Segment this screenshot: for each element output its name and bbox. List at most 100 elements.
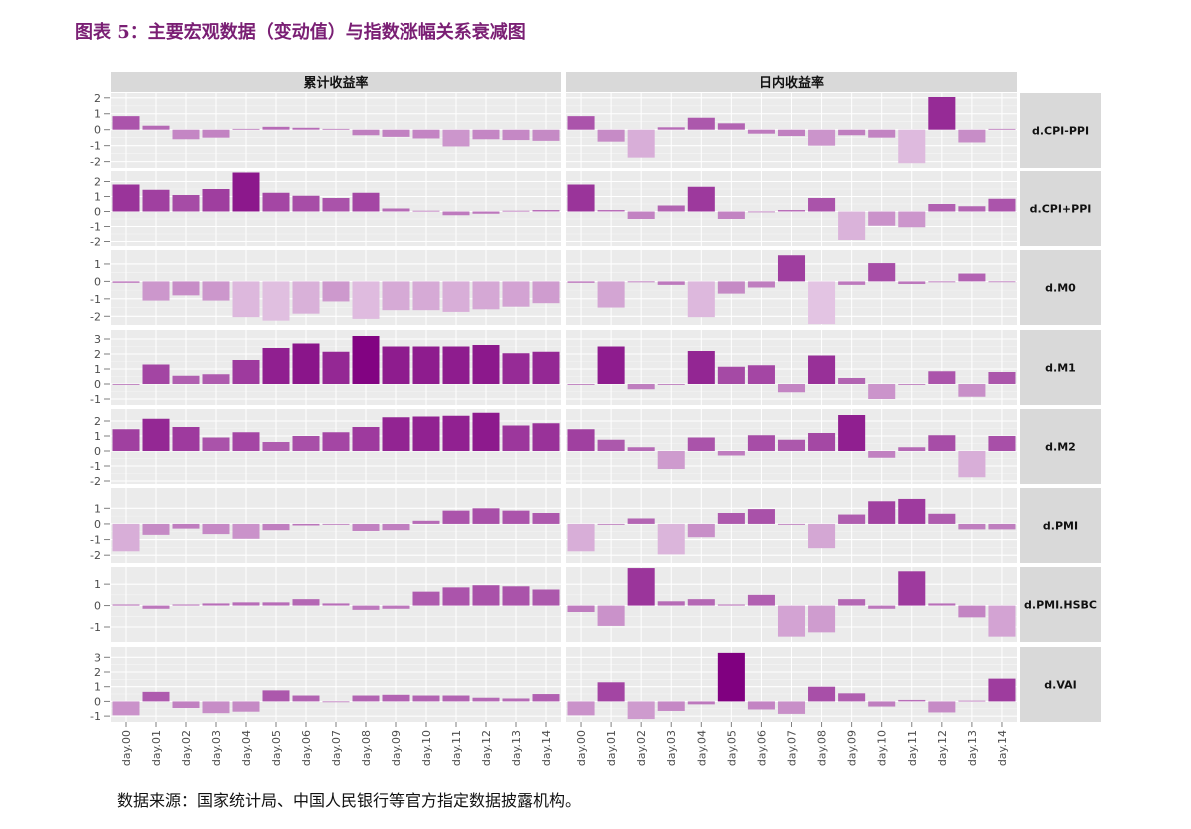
bar-d.CPI-PPI-day.02 (627, 129, 655, 158)
bar-d.PMI.HSBC-day.07 (777, 605, 806, 637)
y-tick-label: -1 (90, 393, 101, 406)
bar-d.M2-day.02 (627, 447, 655, 451)
facet-panel-7-0 (111, 647, 561, 722)
bar-d.PMI-day.02 (627, 518, 655, 524)
bar-d.VAI-day.03 (657, 701, 685, 711)
y-tick-label: 0 (94, 206, 101, 219)
y-tick-label: 2 (94, 176, 101, 189)
bar-d.PMI-day.04 (232, 523, 260, 539)
y-tick-label: 2 (94, 415, 101, 428)
bar-d.CPI+PPI-day.01 (597, 210, 625, 212)
bar-d.VAI-day.13 (502, 698, 530, 702)
bar-d.M2-day.04 (232, 432, 260, 451)
bar-d.CPI-PPI-day.13 (958, 129, 986, 143)
bar-d.M2-day.06 (747, 435, 775, 451)
bar-d.M2-day.13 (502, 425, 530, 451)
bar-d.M2-day.11 (898, 447, 926, 451)
bar-d.VAI-day.00 (567, 701, 595, 716)
bar-d.M0-day.05 (262, 281, 290, 321)
bar-d.M0-day.01 (597, 281, 625, 308)
bar-d.CPI+PPI-day.14 (988, 198, 1016, 212)
x-tick-label: day.03 (210, 730, 223, 766)
bar-d.PMI.HSBC-day.06 (747, 594, 775, 606)
bar-d.M0-day.12 (472, 281, 500, 310)
bar-d.M0-day.02 (627, 281, 655, 283)
bar-d.M0-day.05 (717, 281, 745, 294)
bar-d.PMI-day.07 (322, 523, 350, 525)
y-tick-label: -1 (90, 621, 101, 634)
bar-d.PMI-day.00 (567, 523, 595, 552)
bar-d.M2-day.05 (262, 442, 290, 451)
bar-d.CPI+PPI-day.00 (567, 184, 595, 212)
bar-d.M0-day.00 (112, 281, 140, 283)
row-strip-7 (1020, 647, 1101, 722)
row-strip-label: d.CPI-PPI (1032, 125, 1089, 138)
row-strip-label: d.PMI.HSBC (1024, 599, 1097, 612)
bar-d.M2-day.10 (412, 416, 440, 451)
bar-d.VAI-day.09 (838, 693, 866, 702)
x-tick-label: day.09 (846, 730, 859, 766)
bar-d.PMI.HSBC-day.02 (172, 604, 200, 606)
y-tick-label: -2 (90, 156, 101, 169)
bar-d.VAI-day.01 (597, 682, 625, 702)
x-tick-label: day.13 (966, 730, 979, 766)
bar-d.PMI-day.00 (112, 523, 140, 552)
x-tick-label: day.07 (786, 730, 799, 766)
y-tick-label: 1 (94, 191, 101, 204)
bar-d.VAI-day.05 (717, 652, 745, 702)
bar-d.M2-day.14 (532, 423, 560, 451)
y-tick-label: -2 (90, 236, 101, 249)
bar-d.PMI.HSBC-day.14 (532, 589, 560, 606)
bar-d.CPI+PPI-day.05 (262, 192, 290, 212)
x-tick-label: day.12 (936, 730, 949, 766)
bar-d.PMI.HSBC-day.12 (472, 585, 500, 606)
bar-d.VAI-day.06 (292, 695, 320, 702)
bar-d.PMI.HSBC-day.13 (958, 605, 986, 618)
bar-d.PMI.HSBC-day.02 (627, 568, 655, 606)
bar-d.CPI-PPI-day.14 (532, 129, 560, 141)
bar-d.PMI.HSBC-day.05 (262, 602, 290, 606)
bar-d.M0-day.10 (868, 263, 896, 282)
y-tick-label: -1 (90, 293, 101, 306)
row-strip-label: d.M2 (1045, 441, 1076, 454)
bar-d.M1-day.13 (502, 353, 530, 384)
bar-d.M0-day.12 (928, 281, 956, 283)
bar-d.PMI.HSBC-day.00 (112, 604, 140, 606)
facet-panel-6-0 (111, 567, 561, 642)
row-strip-5 (1020, 488, 1101, 563)
facet-panel-1-0 (111, 171, 561, 246)
x-tick-label: day.03 (665, 730, 678, 766)
bar-d.PMI-day.08 (808, 523, 836, 549)
bar-d.CPI-PPI-day.01 (597, 129, 625, 142)
x-tick-label: day.07 (330, 730, 343, 766)
bar-d.M0-day.03 (657, 281, 685, 285)
bar-d.PMI.HSBC-day.14 (988, 605, 1016, 637)
bar-d.CPI-PPI-day.05 (717, 123, 745, 130)
bar-d.CPI+PPI-day.06 (292, 195, 320, 212)
x-tick-label: day.02 (635, 730, 648, 766)
bar-d.VAI-day.13 (958, 700, 986, 702)
y-tick-label: 1 (94, 258, 101, 271)
bar-d.M0-day.09 (382, 281, 410, 311)
y-tick-label: -2 (90, 310, 101, 323)
bar-d.M2-day.04 (687, 437, 715, 451)
facet-panel-7-1 (566, 647, 1017, 722)
x-tick-label: day.10 (420, 730, 433, 766)
bar-d.M1-day.06 (747, 365, 775, 384)
bar-d.CPI-PPI-day.07 (322, 128, 350, 130)
bar-d.M2-day.08 (352, 427, 380, 451)
bar-d.VAI-day.00 (112, 701, 140, 716)
bar-d.M0-day.10 (412, 281, 440, 311)
bar-d.M0-day.14 (988, 281, 1016, 283)
bar-d.VAI-day.08 (352, 695, 380, 702)
row-strip-2 (1020, 250, 1101, 325)
facet-panel-3-0 (111, 330, 561, 405)
row-strip-label: d.M1 (1045, 362, 1076, 375)
bar-d.CPI-PPI-day.04 (232, 128, 260, 130)
bar-d.CPI-PPI-day.04 (687, 117, 715, 130)
x-tick-label: day.00 (120, 730, 133, 766)
bar-d.M1-day.06 (292, 343, 320, 384)
column-strip-label-1: 日内收益率 (759, 75, 824, 91)
bar-d.CPI-PPI-day.06 (292, 127, 320, 130)
bar-d.PMI-day.13 (502, 510, 530, 524)
